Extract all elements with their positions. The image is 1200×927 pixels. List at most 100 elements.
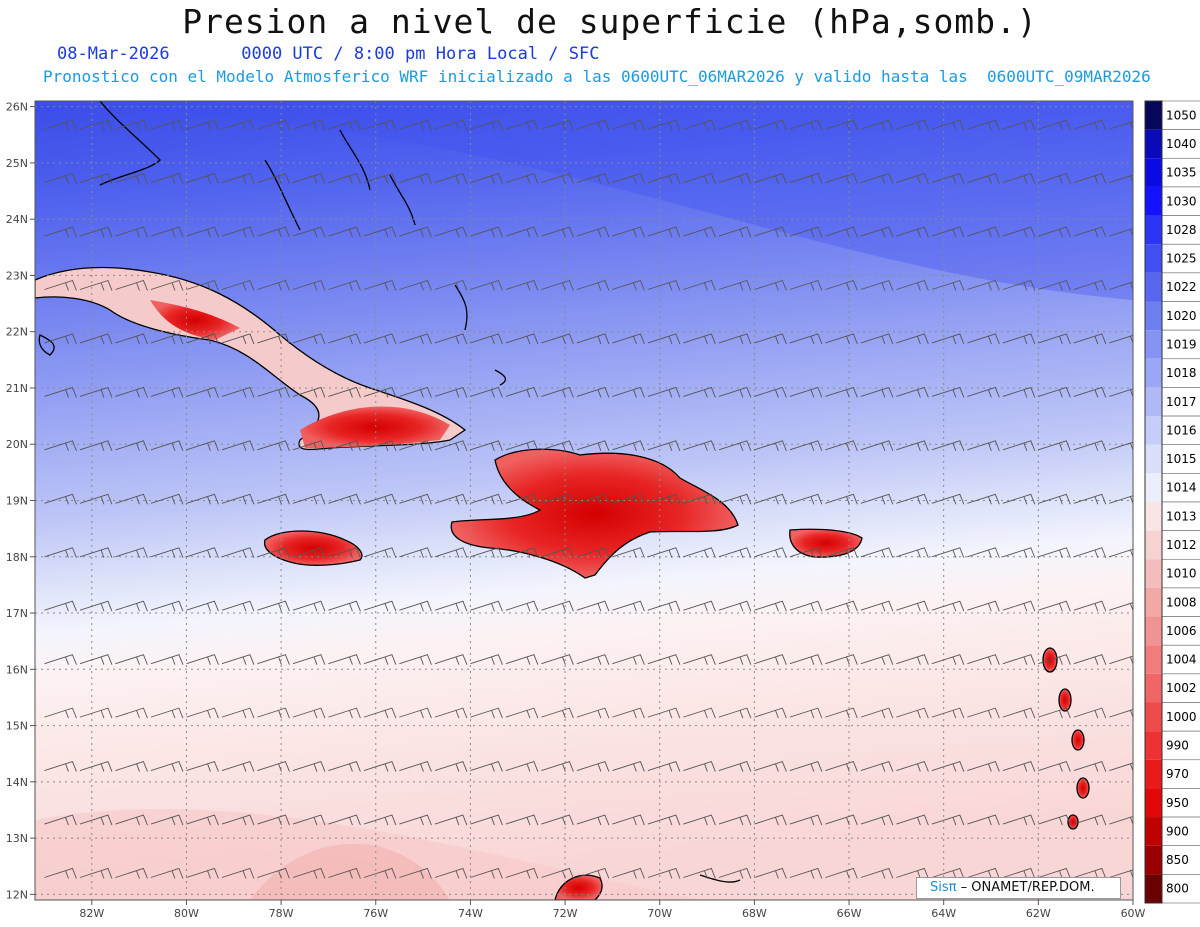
wind-barb xyxy=(221,279,255,291)
wind-barb xyxy=(860,119,894,131)
wind-barb xyxy=(221,814,255,826)
wind-barb xyxy=(292,226,326,238)
wind-barb xyxy=(257,173,290,184)
wind-barb xyxy=(292,173,326,184)
colorbar-cell xyxy=(1161,845,1200,875)
sispi-logo: Sisπ xyxy=(930,880,957,895)
wind-barb xyxy=(44,386,77,398)
wind-barb xyxy=(150,814,184,826)
wind-barb xyxy=(257,867,290,879)
wind-barb xyxy=(683,867,716,879)
wind-barb xyxy=(647,493,681,505)
wind-barb xyxy=(825,119,858,131)
wind-barb xyxy=(896,333,929,345)
wind-barb xyxy=(505,867,539,879)
wind-barb xyxy=(647,173,681,184)
wind-barb xyxy=(789,119,823,131)
wind-barb xyxy=(150,493,184,505)
wind-barb xyxy=(683,493,716,505)
wind-barb xyxy=(150,386,184,398)
wind-barb xyxy=(292,333,326,345)
wind-barb xyxy=(789,333,823,345)
colorbar-label: 1000 xyxy=(1166,710,1197,724)
wind-barb xyxy=(115,173,148,184)
wind-barb xyxy=(44,547,77,558)
wind-barb xyxy=(470,867,503,879)
lat-label: 13N xyxy=(6,832,28,845)
wind-barb xyxy=(1038,707,1071,719)
wind-barb xyxy=(363,600,397,612)
lat-label: 23N xyxy=(6,269,28,282)
forecast-time: 0000 UTC / 8:00 pm Hora Local / SFC xyxy=(241,44,600,64)
wind-barb xyxy=(860,600,894,612)
wind-barb xyxy=(434,600,468,612)
lat-label: 20N xyxy=(6,438,28,451)
wind-barb xyxy=(257,226,290,238)
wind-barb xyxy=(292,279,326,291)
credit-org: – ONAMET/REP.DOM. xyxy=(960,880,1095,895)
colorbar-label: 1019 xyxy=(1166,337,1197,351)
wind-barb xyxy=(789,226,823,238)
colorbar-cell xyxy=(1161,616,1200,646)
wind-barb xyxy=(1002,119,1036,131)
colorbar-swatch xyxy=(1145,817,1162,846)
colorbar-swatch xyxy=(1145,673,1162,703)
wind-barb xyxy=(186,119,219,131)
wind-barb xyxy=(718,867,752,879)
wind-barb xyxy=(115,333,148,345)
wind-barb xyxy=(612,654,645,665)
wind-barb xyxy=(328,654,361,665)
colorbar-label: 1035 xyxy=(1166,166,1197,180)
wind-barb xyxy=(399,333,432,345)
wind-barb xyxy=(1002,600,1036,612)
colorbar-cell xyxy=(1161,358,1200,388)
wind-barb xyxy=(612,333,645,345)
wind-barb xyxy=(718,386,752,398)
wind-barb xyxy=(434,493,468,505)
wind-barb xyxy=(44,333,77,345)
wind-barb xyxy=(825,814,858,826)
colorbar-swatch xyxy=(1145,101,1162,130)
wind-barb xyxy=(967,386,1000,398)
wind-barb xyxy=(257,119,290,131)
wind-barb xyxy=(470,173,503,184)
lat-label: 15N xyxy=(6,720,28,733)
wind-barb xyxy=(221,440,255,452)
colorbar-swatch xyxy=(1145,387,1162,417)
wind-barb xyxy=(363,119,397,131)
wind-barb xyxy=(186,279,219,291)
wind-barb xyxy=(505,814,539,826)
wind-barb xyxy=(44,119,77,131)
wind-barb xyxy=(612,386,645,398)
wind-barb xyxy=(825,600,858,612)
wind-barb xyxy=(505,707,539,719)
wind-barb xyxy=(789,600,823,612)
lat-lon-grid xyxy=(35,101,1133,900)
wind-barb xyxy=(683,654,716,665)
wind-barb xyxy=(1073,547,1107,558)
wind-barb xyxy=(896,493,929,505)
wind-barb xyxy=(328,226,361,238)
wind-barb xyxy=(931,173,965,184)
wind-barb xyxy=(328,600,361,612)
wind-barb xyxy=(718,119,752,131)
lon-label: 70W xyxy=(647,907,672,920)
wind-barb xyxy=(79,493,113,505)
wind-barb xyxy=(1038,654,1071,665)
wind-barb xyxy=(931,119,965,131)
colorbar-cell xyxy=(1161,473,1200,503)
wind-barb xyxy=(44,440,77,452)
credit-box: Sisπ – ONAMET/REP.DOM. xyxy=(916,877,1121,899)
wind-barb xyxy=(221,119,255,131)
wind-barb xyxy=(257,493,290,505)
wind-barb xyxy=(221,547,255,558)
wind-barb xyxy=(434,867,468,879)
wind-barb xyxy=(896,279,929,291)
wind-barb xyxy=(860,173,894,184)
wind-barb xyxy=(292,867,326,879)
wind-barb xyxy=(825,547,858,558)
wind-barb xyxy=(115,386,148,398)
wind-barb xyxy=(896,600,929,612)
wind-barb xyxy=(576,547,610,558)
wind-barb xyxy=(1038,226,1071,238)
